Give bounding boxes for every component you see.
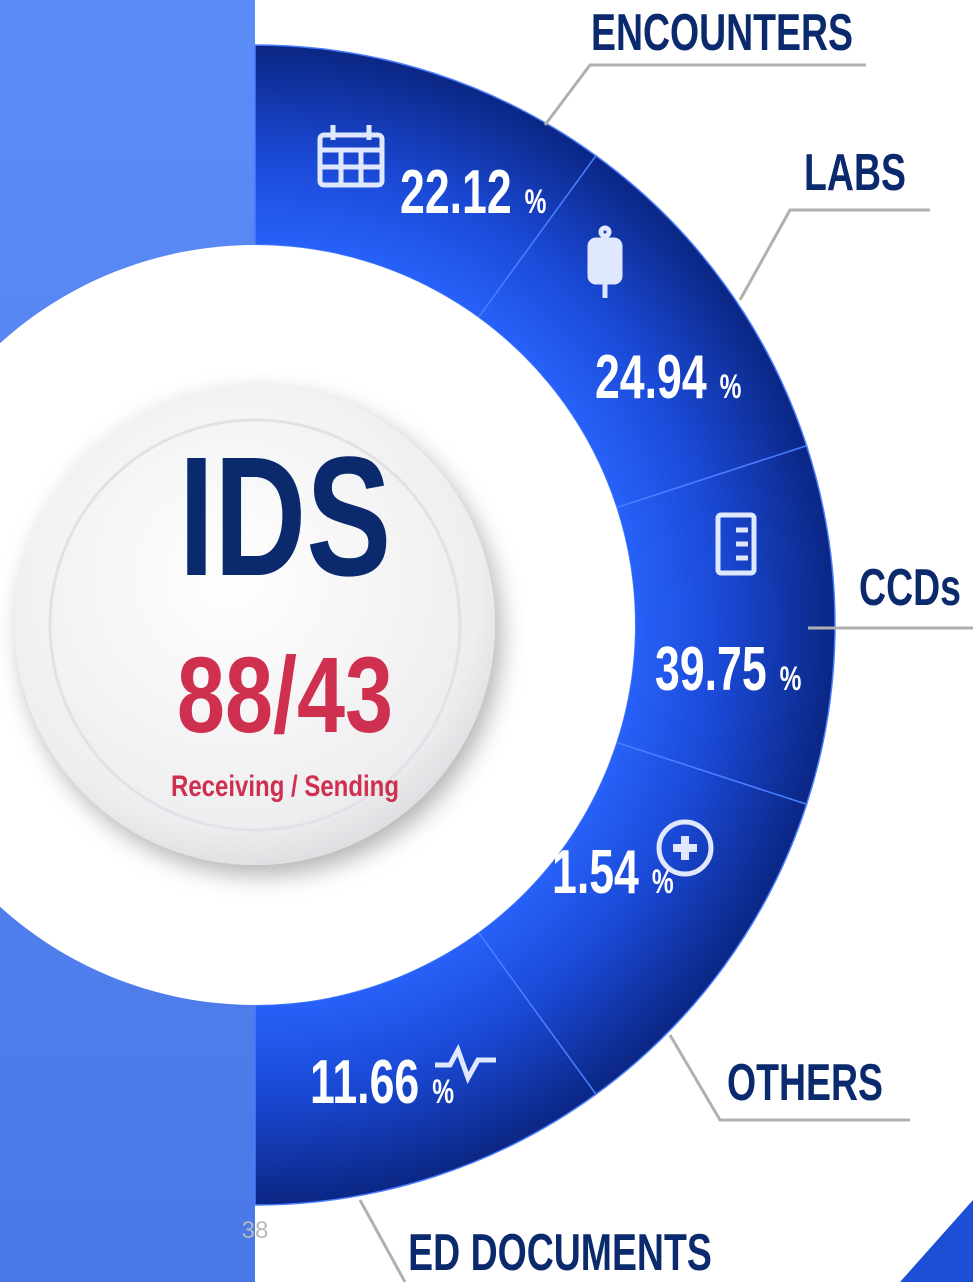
value: 39.75 xyxy=(655,635,767,704)
value: 1.54 xyxy=(552,838,639,907)
value: 22.12 xyxy=(400,158,512,227)
unit: % xyxy=(432,1073,454,1111)
icons xyxy=(317,125,757,1085)
center-title: IDS xyxy=(179,421,392,611)
donut xyxy=(254,44,836,1206)
center-caption: Receiving / Sending xyxy=(171,768,399,802)
unit: % xyxy=(525,183,547,221)
segment-value: 22.12% xyxy=(400,158,546,227)
segment-label: ED DOCUMENTS xyxy=(408,1223,712,1282)
segment-value: 11.66% xyxy=(310,1048,454,1117)
center-disk xyxy=(15,385,495,865)
logo-swoosh xyxy=(900,1200,973,1282)
segment-label: OTHERS xyxy=(727,1053,883,1112)
segment-label: ENCOUNTERS xyxy=(591,3,853,62)
value: 11.66 xyxy=(310,1048,419,1117)
unit: % xyxy=(720,368,742,406)
disk-ring xyxy=(48,418,462,832)
leader-lines xyxy=(358,63,973,1282)
segment-label: LABS xyxy=(804,143,906,202)
segment-value: 24.94% xyxy=(595,343,741,412)
page-number: 38 xyxy=(242,1217,269,1244)
segment-label: CCDs xyxy=(859,558,961,617)
value: 24.94 xyxy=(595,343,707,412)
segment xyxy=(615,444,836,806)
unit: % xyxy=(780,660,802,698)
center-ratio: 88/43 xyxy=(177,634,393,755)
segment-value: 1.54% xyxy=(552,838,674,907)
segment-value: 39.75% xyxy=(655,635,801,704)
unit: % xyxy=(652,863,674,901)
